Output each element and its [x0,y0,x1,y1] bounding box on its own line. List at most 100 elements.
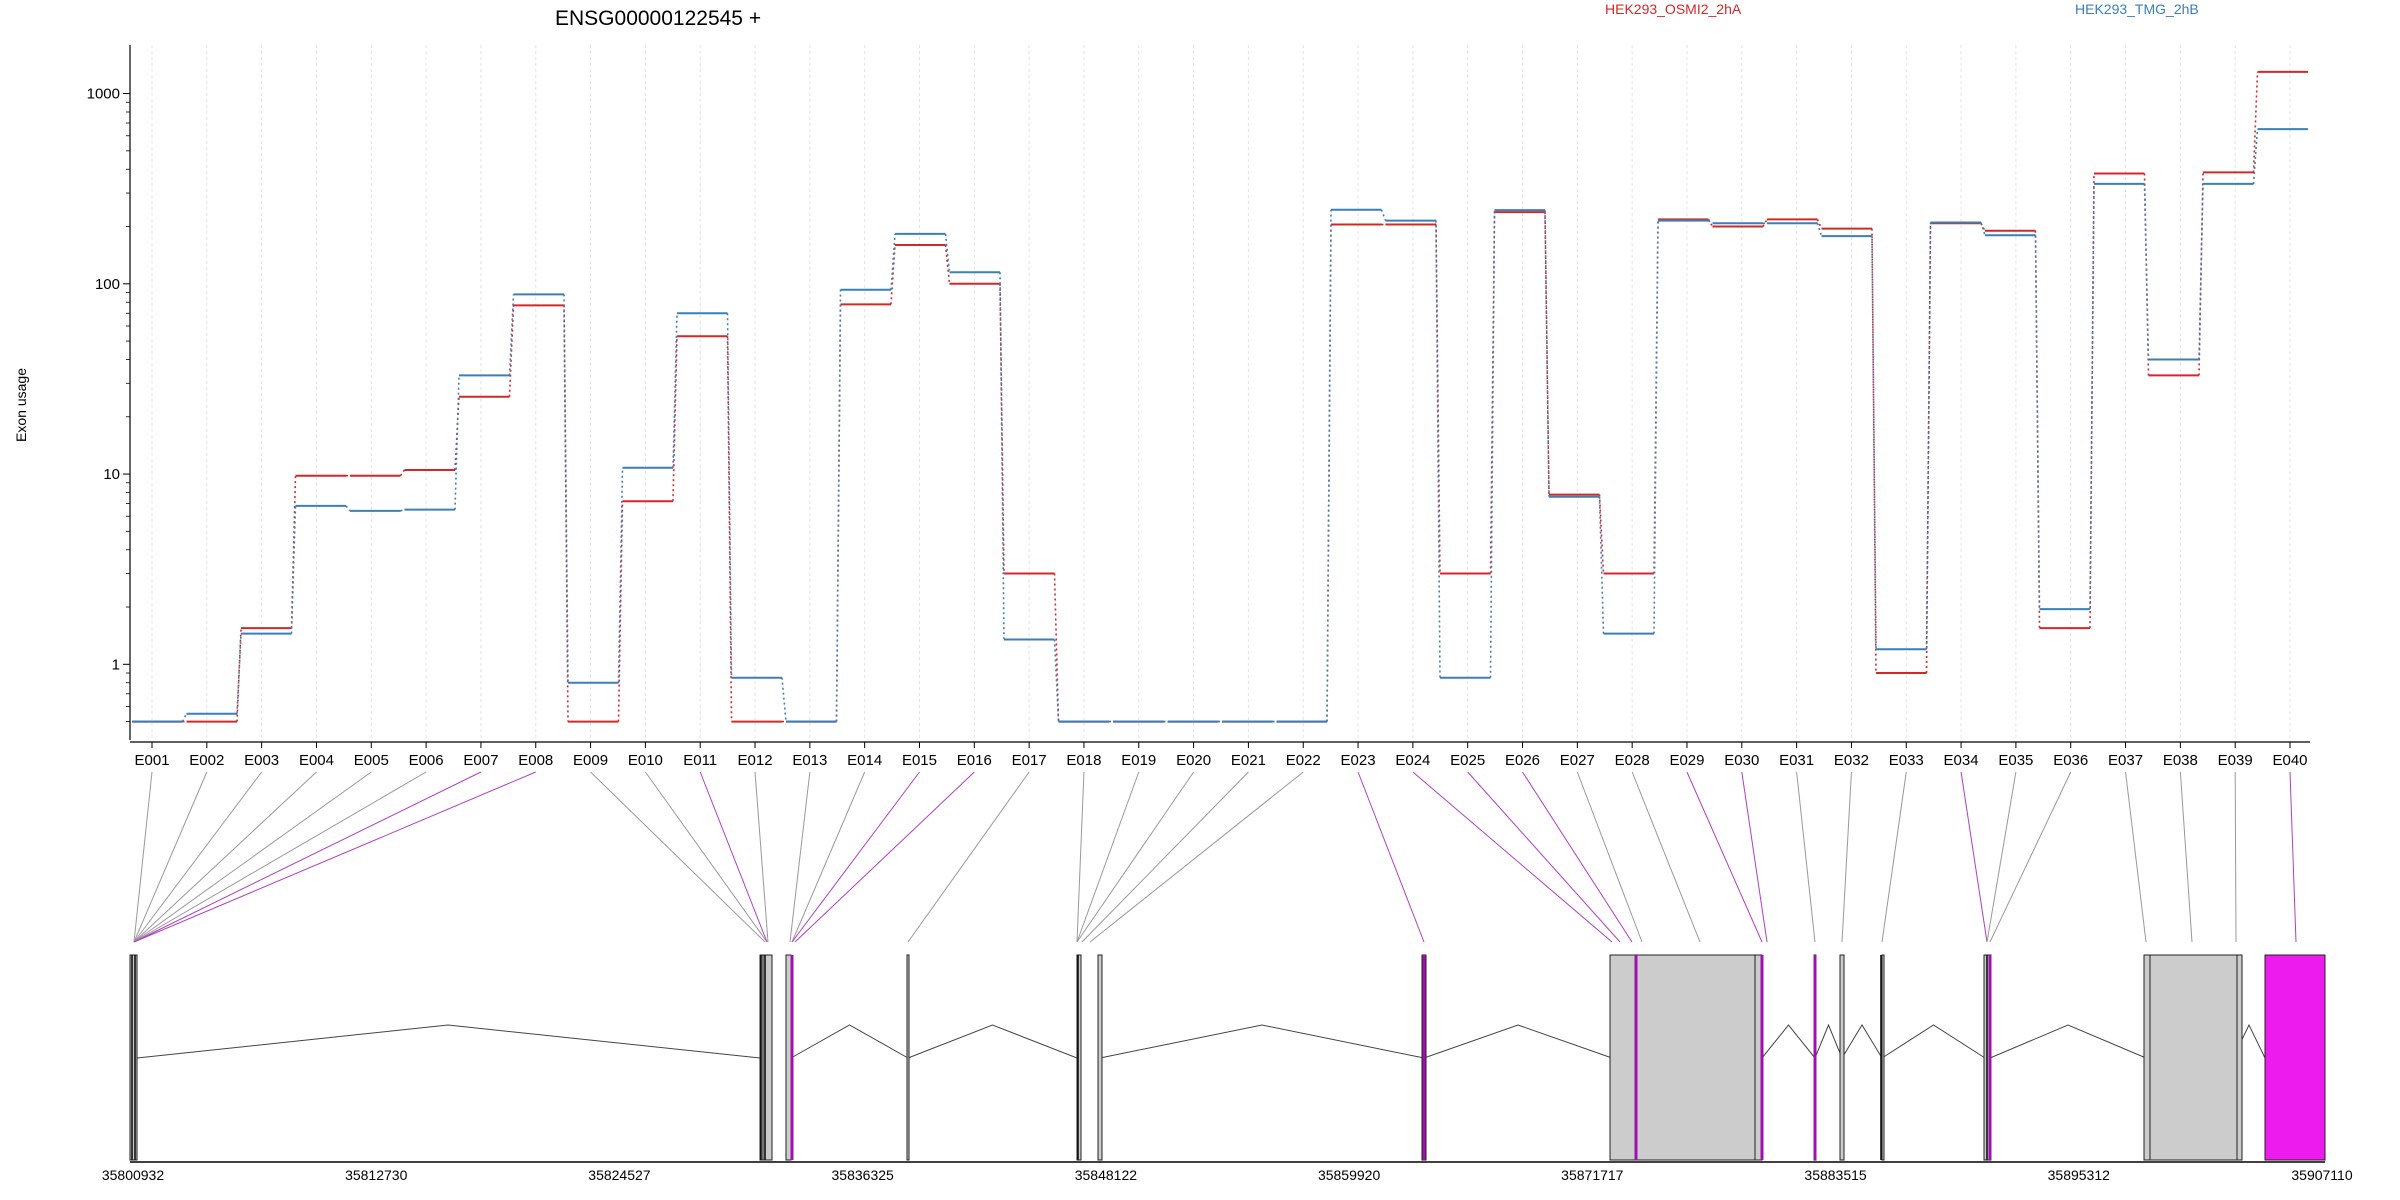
x-tick-label-E011: E011 [683,752,717,769]
x-tick-label-E007: E007 [463,752,498,769]
exon-box-6 [1097,954,1103,1161]
genomic-coordinate-axis: 35800932 35812730 35824527 35836325 35848122… [102,1161,2353,1183]
series-join-HEK293_OSMI2_2hA [1053,573,1060,722]
series-join-HEK293_TMG_2hB [1925,222,1932,650]
series-join-HEK293_TMG_2hB [1816,223,1823,237]
series-join-HEK293_TMG_2hB [999,272,1005,640]
x-axis: E001 E002 E003 E004 E005 E006 E007 E008 E009 E010… [130,741,2310,769]
series-join-HEK293_OSMI2_2hA [1762,219,1768,227]
exon-box-4 [906,954,910,1161]
series-join-HEK293_TMG_2hB [781,677,787,722]
series-join-HEK293_TMG_2hB [345,505,351,512]
series-join-HEK293_TMG_2hB [1980,222,1986,236]
intron-line [790,1024,909,1059]
genomic-tick-label-6: 35871717 [1561,1167,1624,1183]
series-HEK293_TMG_2hB [132,128,2308,723]
y-tick-label-100: 100 [95,276,120,293]
series-join-HEK293_OSMI2_2hA [1980,222,1986,232]
series-join-HEK293_TMG_2hB [1653,220,1659,634]
series-join-HEK293_OSMI2_2hA [2089,173,2095,629]
y-tick-label-10: 10 [103,466,120,483]
connector-E020 [1076,771,1195,943]
x-tick-label-E029: E029 [1669,752,1704,769]
x-tick-label-E019: E019 [1121,752,1156,769]
exon-box-18 [2264,954,2326,1161]
connector-E032 [1841,771,1852,943]
series-join-HEK293_OSMI2_2hA [236,628,242,722]
x-tick-label-E039: E039 [2218,752,2253,769]
intron-line [136,1024,761,1059]
exon-box-17 [2236,954,2243,1161]
exon-box-8 [1609,954,1636,1161]
intron-line [1841,1024,1883,1059]
intron-line [1814,1023,1843,1059]
connector-E003 [133,771,263,943]
connector-E006 [133,771,427,943]
series-join-HEK293_TMG_2hB [236,633,242,714]
exon-box-12 [1839,954,1845,1161]
y-axis: 1 10 100 1000 [87,45,131,740]
series-join-HEK293_OSMI2_2hA [726,336,733,722]
connector-E015 [791,771,920,943]
series-join-HEK293_TMG_2hB [944,233,951,273]
connector-E017 [907,771,1030,943]
x-tick-label-E025: E025 [1450,752,1485,769]
x-tick-label-E021: E021 [1231,752,1266,769]
x-tick-label-E026: E026 [1505,752,1540,769]
series-join-HEK293_TMG_2hB [835,289,842,722]
series-join-HEK293_OSMI2_2hA [944,244,951,284]
series-join-HEK293_OSMI2_2hA [1816,219,1823,229]
x-tick-label-E040: E040 [2272,752,2307,769]
series-join-HEK293_TMG_2hB [508,294,515,376]
series-join-HEK293_OSMI2_2hA [1326,224,1332,722]
x-tick-label-E018: E018 [1066,752,1101,769]
connector-E008 [133,771,536,943]
x-tick-label-E016: E016 [957,752,992,769]
series-join-HEK293_OSMI2_2hA [508,305,515,397]
genomic-tick-label-4: 35848122 [1075,1167,1138,1183]
series-join-HEK293_TMG_2hB [1053,639,1060,722]
x-tick-label-E022: E022 [1286,752,1321,769]
series-join-HEK293_TMG_2hB [1435,220,1441,678]
x-tick-label-E008: E008 [518,752,553,769]
series-join-HEK293_OSMI2_2hA [1435,224,1441,574]
series-join-HEK293_TMG_2hB [1708,219,1713,224]
connector-E034 [1960,771,1988,943]
exon-box-5 [1076,954,1082,1161]
connector-E004 [133,771,317,943]
exon-box-13 [1881,954,1885,1161]
connector-E019 [1076,771,1140,943]
series-join-HEK293_TMG_2hB [2252,129,2259,184]
x-tick-label-E015: E015 [902,752,937,769]
connector-E010 [644,771,768,943]
series-join-HEK293_TMG_2hB [672,313,678,468]
connector-E016 [794,771,975,943]
connector-E007 [133,771,482,943]
connector-E014 [791,771,866,943]
connector-E005 [133,771,372,943]
series-join-HEK293_TMG_2hB [2089,183,2095,610]
series-join-HEK293_OSMI2_2hA [835,304,842,722]
x-tick-label-E013: E013 [792,752,827,769]
y-tick-label-1: 1 [112,656,120,673]
x-tick-label-E038: E038 [2163,752,2198,769]
x-tick-label-E028: E028 [1615,752,1650,769]
series-join-HEK293_TMG_2hB [563,294,569,683]
intron-line [907,1024,1078,1059]
x-tick-label-E003: E003 [244,752,279,769]
genomic-tick-label-3: 35836325 [832,1167,895,1183]
connector-E035 [1986,771,2017,943]
x-tick-label-E031: E031 [1779,752,1814,769]
x-tick-label-E006: E006 [409,752,444,769]
intron-line [1099,1024,1425,1059]
x-tick-label-E004: E004 [299,752,334,769]
series-join-HEK293_OSMI2_2hA [399,469,406,477]
exon-connectors [133,771,2297,943]
series-join-HEK293_TMG_2hB [181,713,188,722]
x-tick-label-E017: E017 [1012,752,1047,769]
connector-E031 [1796,771,1816,943]
legend-label-osmi2: HEK293_OSMI2_2hA [1605,1,1742,17]
connector-E018 [1076,771,1085,943]
series-join-HEK293_TMG_2hB [617,467,624,683]
